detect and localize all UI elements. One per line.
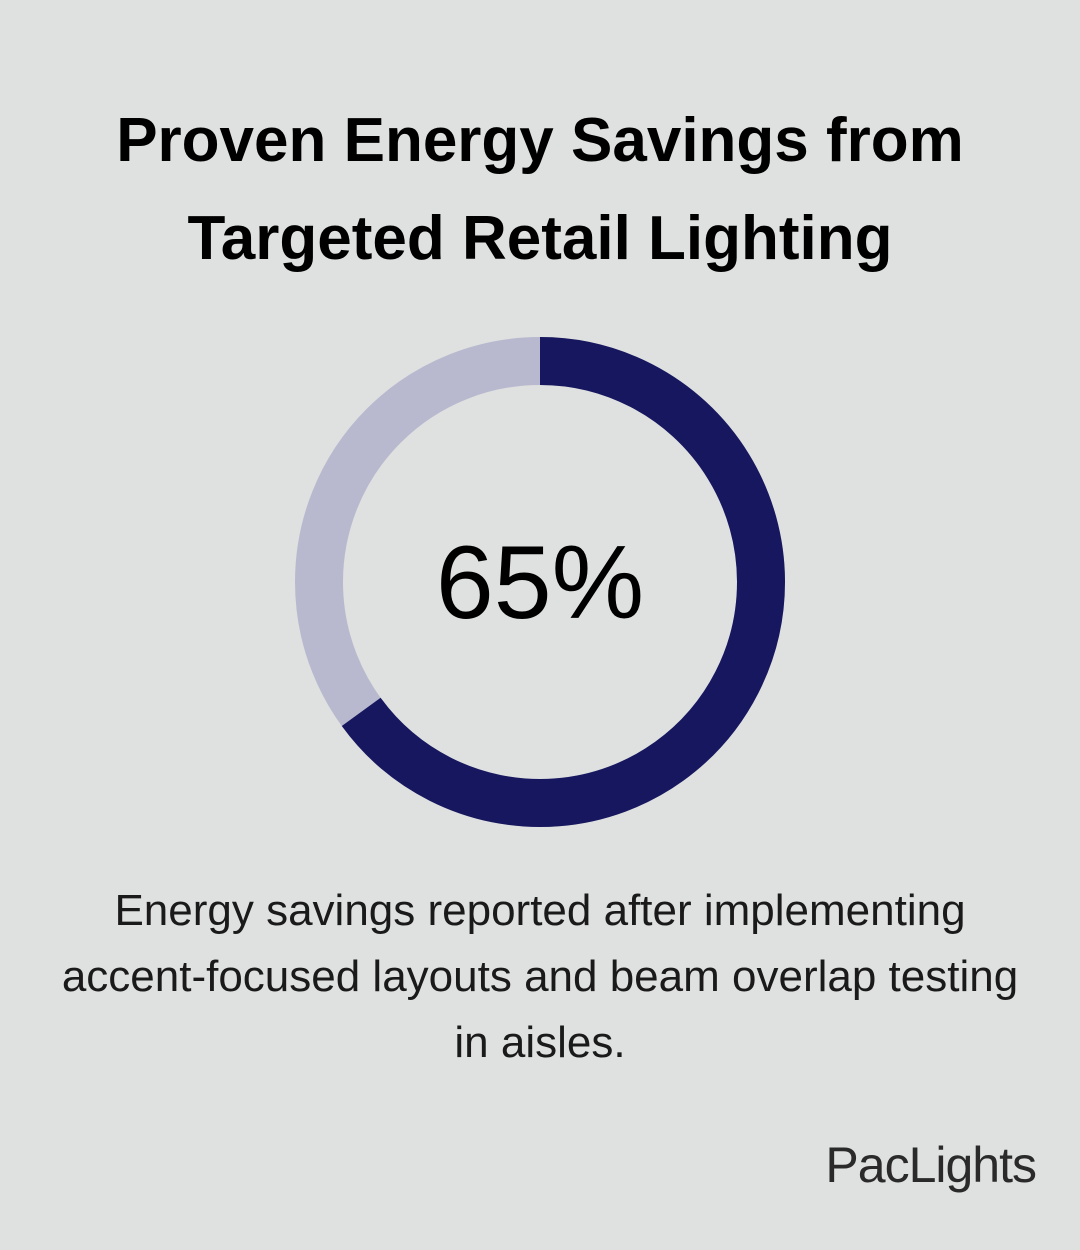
donut-segment (341, 337, 785, 827)
caption: Energy savings reported after implementi… (61, 886, 1019, 1067)
chart-title: Proven Energy Savings from Targeted Reta… (116, 106, 964, 273)
value-label: 65% (436, 525, 644, 641)
chart: 65% (295, 337, 785, 827)
brand-logo: PacLights (825, 1137, 1037, 1193)
